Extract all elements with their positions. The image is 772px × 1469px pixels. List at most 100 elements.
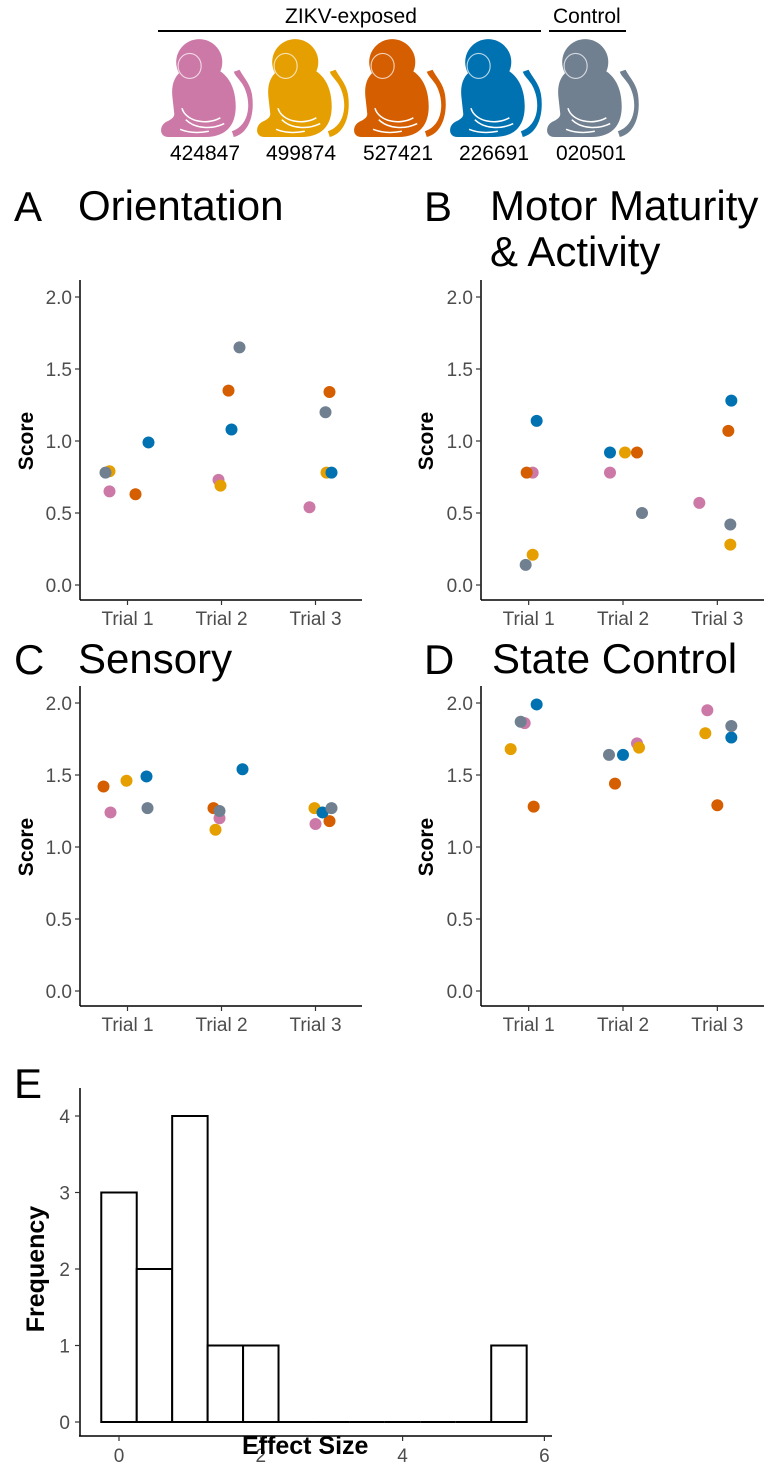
x-tick-label: Trial 2 — [195, 1015, 247, 1036]
orientation-scatter-plot: 0.0 0.5 1.0 1.5 2.0 Trial 1 Trial 2 Trial 3 Scor… — [15, 280, 362, 630]
y-tick-label: 1.5 — [447, 360, 473, 381]
data-point — [323, 815, 336, 828]
x-tick-label: Trial 1 — [101, 609, 153, 630]
motor-maturity-scatter-plot: 0.0 0.5 1.0 1.5 2.0 Trial 1 Trial 2 Trial 3 Scor… — [415, 280, 764, 630]
x-tick-label: 0 — [114, 1446, 125, 1467]
y-tick-label: 2.0 — [46, 288, 72, 309]
subject-id-label: 424847 — [169, 142, 241, 165]
control-group-label: Control — [553, 5, 621, 28]
histogram-bar — [171, 1115, 209, 1423]
data-point — [609, 777, 621, 790]
subject-id-label: 499874 — [265, 142, 337, 165]
y-axis-label: Score — [415, 412, 438, 470]
data-point — [141, 802, 154, 815]
data-point — [129, 488, 142, 501]
data-point — [693, 496, 706, 509]
data-point — [603, 748, 615, 761]
x-tick-label: 2 — [256, 1446, 267, 1467]
y-axis-label: Score — [15, 818, 38, 876]
data-point — [120, 774, 133, 787]
subject-id-label: 527421 — [362, 142, 434, 165]
data-point — [236, 763, 249, 776]
x-tick-label: Trial 2 — [597, 1015, 649, 1036]
panel-e-letter: E — [14, 1060, 43, 1107]
monkey-icon — [450, 39, 542, 137]
effect-size-histogram: 0 1 2 3 4 0 2 4 6 Frequency — [22, 1088, 552, 1467]
control-group-line — [549, 30, 626, 32]
data-point — [725, 394, 738, 407]
histogram-bar — [135, 1268, 174, 1423]
x-tick-label: Trial 2 — [195, 609, 247, 630]
x-tick-label: Trial 3 — [691, 1015, 743, 1036]
x-tick-label: Trial 2 — [597, 609, 649, 630]
data-point — [699, 727, 712, 740]
panel-a-letter: A — [14, 183, 43, 230]
y-tick-label: 0.5 — [447, 910, 473, 931]
y-tick-label: 0.0 — [46, 982, 72, 1003]
data-point — [142, 436, 155, 449]
monkey-icon — [161, 39, 253, 137]
state-control-scatter-plot: 0.0 0.5 1.0 1.5 2.0 Trial 1 Trial 2 Trial 3 Scor… — [415, 686, 764, 1036]
data-point — [520, 466, 533, 479]
y-tick-label: 2.0 — [46, 694, 72, 715]
data-point — [633, 741, 645, 754]
x-tick-label: Trial 1 — [101, 1015, 153, 1036]
y-tick-label: 2.0 — [447, 694, 473, 715]
data-point — [325, 802, 338, 815]
histogram-bar — [490, 1344, 528, 1423]
data-point — [530, 698, 543, 711]
data-point — [214, 479, 227, 492]
data-point — [526, 548, 539, 561]
data-point — [103, 485, 116, 498]
y-tick-label: 4 — [59, 1107, 70, 1128]
data-point — [711, 799, 724, 812]
y-tick-label: 1.5 — [46, 766, 72, 787]
data-point — [213, 805, 226, 817]
data-point — [725, 731, 738, 744]
data-point — [617, 748, 629, 761]
data-point — [527, 800, 540, 813]
data-point — [319, 406, 332, 419]
data-point — [209, 823, 222, 836]
x-tick-label: Trial 3 — [289, 609, 341, 630]
y-tick-label: 0.0 — [46, 576, 72, 597]
data-point — [604, 466, 616, 479]
x-tick-label: Trial 1 — [503, 1015, 555, 1036]
x-tick-label: Trial 1 — [503, 609, 555, 630]
panel-d-letter: D — [424, 636, 455, 683]
data-point — [631, 446, 643, 459]
data-point — [140, 770, 153, 783]
histogram-bar — [242, 1344, 280, 1423]
data-point — [725, 720, 738, 733]
panel-c-letter: C — [14, 636, 45, 683]
data-point — [636, 507, 648, 519]
data-point — [309, 817, 322, 830]
data-point — [604, 446, 616, 459]
data-point — [233, 341, 246, 354]
y-tick-label: 1.5 — [447, 766, 473, 787]
y-tick-label: 2.0 — [447, 288, 473, 309]
data-point — [97, 780, 110, 793]
y-tick-label: 0.5 — [447, 504, 473, 525]
data-point — [104, 806, 117, 819]
histogram-bar — [206, 1344, 245, 1423]
subject-legend: ZIKV-exposed Control 424847 499874 527421 2… — [0, 0, 772, 170]
monkey-icon — [354, 39, 446, 137]
data-point — [225, 423, 238, 436]
histogram-bar — [100, 1191, 138, 1423]
y-tick-label: 3 — [59, 1184, 70, 1205]
monkey-icon — [257, 39, 349, 137]
panel-b-title: Motor Maturity & Activity — [490, 182, 759, 275]
y-tick-label: 2 — [59, 1260, 70, 1281]
y-axis-label: Score — [415, 818, 438, 876]
y-tick-label: 1 — [59, 1337, 70, 1358]
y-tick-label: 0.5 — [46, 910, 72, 931]
y-tick-label: 1.0 — [447, 432, 473, 453]
x-tick-label: Trial 3 — [289, 1015, 341, 1036]
y-tick-label: 1.0 — [46, 838, 72, 859]
data-point — [701, 704, 714, 717]
zikv-group-label: ZIKV-exposed — [285, 5, 417, 28]
y-tick-label: 1.0 — [46, 432, 72, 453]
zikv-group-line — [158, 30, 541, 32]
monkey-icon — [547, 39, 639, 137]
